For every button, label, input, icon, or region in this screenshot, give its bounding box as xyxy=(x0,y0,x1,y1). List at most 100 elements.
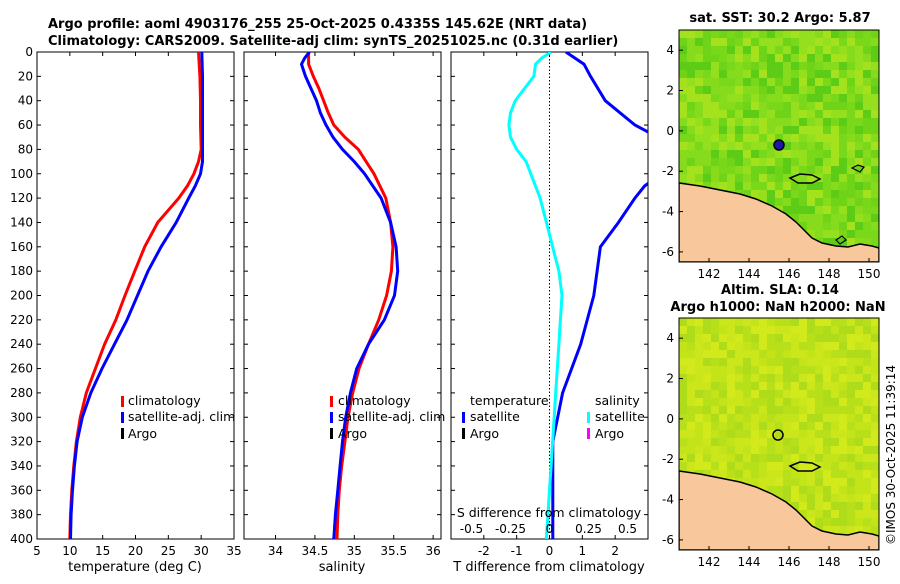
legend-swatch-satellite xyxy=(121,412,124,423)
grid-cell xyxy=(847,142,855,150)
grid-cell xyxy=(783,342,791,350)
grid-cell xyxy=(871,318,879,326)
grid-cell xyxy=(815,438,823,446)
grid-cell xyxy=(719,446,727,454)
grid-cell xyxy=(799,326,807,334)
grid-cell xyxy=(735,406,743,414)
grid-cell xyxy=(767,46,775,54)
grid-cell xyxy=(839,430,847,438)
grid-cell xyxy=(759,350,767,358)
grid-cell xyxy=(855,486,863,494)
grid-cell xyxy=(823,374,831,382)
grid-cell xyxy=(727,382,735,390)
grid-cell xyxy=(695,166,703,174)
grid-cell xyxy=(751,470,759,478)
grid-cell xyxy=(847,494,855,502)
grid-cell xyxy=(743,94,751,102)
grid-cell xyxy=(711,150,719,158)
grid-cell xyxy=(863,126,871,134)
depth-tick-label: 300 xyxy=(10,410,33,424)
grid-cell xyxy=(855,86,863,94)
grid-cell xyxy=(695,54,703,62)
grid-cell xyxy=(711,30,719,38)
grid-cell xyxy=(847,110,855,118)
grid-cell xyxy=(679,62,687,70)
grid-cell xyxy=(743,54,751,62)
grid-cell xyxy=(823,382,831,390)
grid-cell xyxy=(863,214,871,222)
grid-cell xyxy=(703,38,711,46)
grid-cell xyxy=(719,390,727,398)
grid-cell xyxy=(855,526,863,534)
grid-cell xyxy=(823,526,831,534)
grid-cell xyxy=(791,118,799,126)
grid-cell xyxy=(759,62,767,70)
grid-cell xyxy=(807,486,815,494)
grid-cell xyxy=(815,38,823,46)
grid-cell xyxy=(871,134,879,142)
grid-cell xyxy=(687,158,695,166)
grid-cell xyxy=(759,414,767,422)
grid-cell xyxy=(807,62,815,70)
grid-cell xyxy=(767,62,775,70)
grid-cell xyxy=(711,94,719,102)
grid-cell xyxy=(679,318,687,326)
grid-cell xyxy=(743,398,751,406)
grid-cell xyxy=(823,326,831,334)
grid-cell xyxy=(799,462,807,470)
grid-cell xyxy=(703,94,711,102)
grid-cell xyxy=(855,142,863,150)
grid-cell xyxy=(679,110,687,118)
grid-cell xyxy=(751,190,759,198)
grid-cell xyxy=(687,46,695,54)
x-tick-label: 1 xyxy=(579,544,587,558)
grid-cell xyxy=(719,38,727,46)
grid-cell xyxy=(831,454,839,462)
grid-cell xyxy=(855,166,863,174)
grid-cell xyxy=(791,150,799,158)
grid-cell xyxy=(711,462,719,470)
grid-cell xyxy=(815,134,823,142)
grid-cell xyxy=(815,454,823,462)
grid-cell xyxy=(703,158,711,166)
grid-cell xyxy=(759,86,767,94)
grid-cell xyxy=(839,54,847,62)
legend-swatch-climatology xyxy=(330,396,333,407)
grid-cell xyxy=(695,86,703,94)
grid-cell xyxy=(839,102,847,110)
grid-cell xyxy=(775,54,783,62)
grid-cell xyxy=(775,438,783,446)
grid-cell xyxy=(727,398,735,406)
grid-cell xyxy=(687,374,695,382)
legend-climatology: climatology xyxy=(338,393,411,408)
grid-cell xyxy=(743,134,751,142)
grid-cell xyxy=(815,142,823,150)
grid-cell xyxy=(783,182,791,190)
grid-cell xyxy=(719,350,727,358)
grid-cell xyxy=(711,70,719,78)
temperature-axes-box xyxy=(36,51,235,540)
argo-location-marker xyxy=(773,139,785,151)
grid-cell xyxy=(839,94,847,102)
grid-cell xyxy=(823,334,831,342)
grid-cell xyxy=(847,406,855,414)
grid-cell xyxy=(751,110,759,118)
grid-cell xyxy=(807,414,815,422)
grid-cell xyxy=(759,390,767,398)
grid-cell xyxy=(719,406,727,414)
grid-cell xyxy=(775,406,783,414)
grid-cell xyxy=(847,54,855,62)
grid-cell xyxy=(855,422,863,430)
grid-cell xyxy=(847,222,855,230)
grid-cell xyxy=(759,78,767,86)
grid-cell xyxy=(783,86,791,94)
grid-cell xyxy=(783,78,791,86)
grid-cell xyxy=(783,126,791,134)
grid-cell xyxy=(799,398,807,406)
grid-cell xyxy=(863,222,871,230)
sla-map-title: Altim. SLA: 0.14 xyxy=(721,283,839,298)
grid-cell xyxy=(767,318,775,326)
grid-cell xyxy=(815,358,823,366)
grid-cell xyxy=(719,318,727,326)
grid-cell xyxy=(839,182,847,190)
